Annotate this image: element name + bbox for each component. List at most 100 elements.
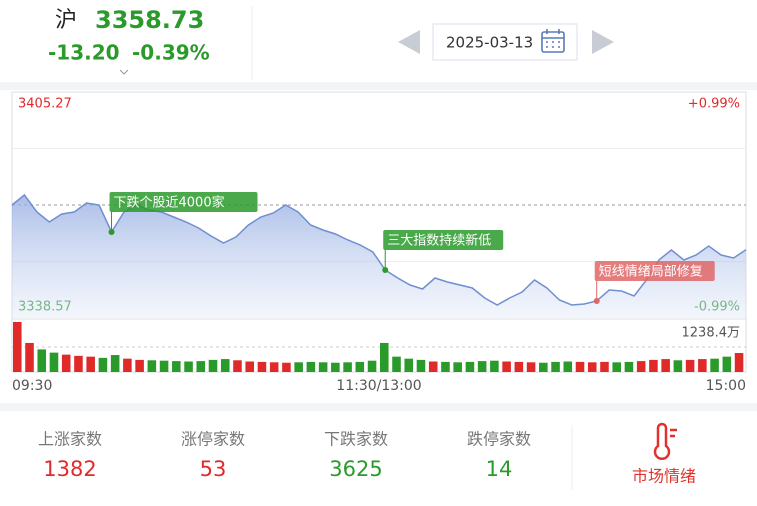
volume-bar xyxy=(220,359,230,372)
separator xyxy=(0,403,757,411)
stat-label: 涨停家数 xyxy=(181,430,245,449)
volume-bar xyxy=(575,361,585,372)
volume-bar xyxy=(734,353,744,372)
stat-value: 53 xyxy=(200,457,227,481)
volume-max-label: 1238.4万 xyxy=(682,326,741,341)
volume-bar xyxy=(392,356,401,372)
volume-bar xyxy=(404,358,414,372)
volume-bar xyxy=(649,359,658,372)
volume-bar xyxy=(233,360,242,372)
volume-bar xyxy=(306,361,316,372)
volume-bar xyxy=(135,359,144,372)
volume-bar xyxy=(196,361,206,372)
volume-bar xyxy=(441,361,450,372)
volume-bar xyxy=(13,322,22,372)
pct-label: +0.99% xyxy=(688,97,740,112)
volume-bar xyxy=(612,362,621,372)
volume-bar xyxy=(61,354,71,372)
annotation-box xyxy=(109,192,258,213)
volume-bar xyxy=(269,362,279,372)
volume-bar xyxy=(624,361,634,372)
volume-bar xyxy=(698,359,707,372)
volume-bar xyxy=(722,356,732,372)
volume-bar xyxy=(587,362,597,372)
volume-bar xyxy=(123,358,132,372)
volume-bar xyxy=(49,352,59,372)
separator xyxy=(0,82,757,90)
volume-bar xyxy=(159,360,169,372)
volume-bar xyxy=(685,359,695,372)
annotation-dot xyxy=(593,297,600,304)
volume-bar xyxy=(477,361,487,372)
expand-icon[interactable] xyxy=(119,69,129,75)
stat-label: 下跌家数 xyxy=(324,430,388,449)
volume-bar xyxy=(710,358,719,372)
index-price: 3358.73 xyxy=(95,6,204,34)
time-label: 15:00 xyxy=(706,378,746,394)
volume-bar xyxy=(147,360,157,372)
volume-bar xyxy=(600,361,609,372)
volume-bar xyxy=(74,355,83,372)
volume-bar xyxy=(86,356,95,372)
volume-bar xyxy=(490,360,499,372)
stat-label: 跌停家数 xyxy=(467,430,531,449)
chart: 3338.573405.27-0.99%+0.99%下跌个股近4000家三大指数… xyxy=(11,97,747,394)
prev-day[interactable] xyxy=(398,30,420,54)
volume-bar xyxy=(502,361,511,372)
volume-bar xyxy=(294,362,303,372)
annotation-box xyxy=(383,229,504,250)
volume-bar xyxy=(563,361,573,372)
stat-value: 3625 xyxy=(329,457,382,481)
calendar-icon xyxy=(541,29,565,53)
time-label: 11:30/13:00 xyxy=(336,378,421,394)
time-label: 09:30 xyxy=(12,378,52,394)
volume-bar xyxy=(184,361,193,372)
annotation-box xyxy=(594,260,715,281)
volume-bar xyxy=(110,355,120,372)
volume-bar xyxy=(539,362,548,372)
volume-bar xyxy=(98,357,108,372)
annotation-dot xyxy=(382,266,389,273)
volume-bar xyxy=(367,360,377,372)
volume-bar xyxy=(661,359,670,372)
volume-bar xyxy=(416,359,426,372)
thermometer-icon xyxy=(653,422,677,460)
index-change: -13.20 xyxy=(48,41,120,65)
volume-bar xyxy=(673,360,683,372)
volume-bar xyxy=(465,361,475,372)
annotation-text: 三大指数持续新低 xyxy=(387,232,491,248)
volume-bar xyxy=(282,362,291,372)
price-area xyxy=(12,195,746,318)
volume-bar xyxy=(172,361,181,372)
volume-bar xyxy=(245,361,254,372)
date: 2025-03-13 xyxy=(446,34,533,52)
index-change-pct: -0.39% xyxy=(132,41,210,65)
stat-value: 1382 xyxy=(43,457,96,481)
volume-bar xyxy=(25,342,34,372)
market-name: 沪 xyxy=(55,8,77,33)
volume-bar xyxy=(551,361,560,372)
stats-row: 上涨家数 1382 涨停家数 53 下跌家数 3625 跌停家数 14 xyxy=(38,430,531,482)
y-axis-label: 3405.27 xyxy=(18,97,72,112)
annotation-text: 下跌个股近4000家 xyxy=(114,195,225,211)
volume-bar xyxy=(318,362,328,372)
volume-bar xyxy=(380,342,389,372)
volume-bar xyxy=(526,362,536,372)
volume-bar xyxy=(343,362,352,372)
volume-bar xyxy=(636,361,646,372)
volume-bar xyxy=(37,349,47,372)
sentiment-label[interactable]: 市场情绪 xyxy=(632,467,696,486)
annotation-dot xyxy=(108,229,115,236)
volume-bar xyxy=(257,361,267,372)
stat-label: 上涨家数 xyxy=(38,430,102,449)
volume-bar xyxy=(355,361,365,372)
volume-bar xyxy=(428,361,438,372)
volume-bar xyxy=(514,361,524,372)
volume-bar xyxy=(208,359,218,372)
volume-bar xyxy=(453,362,462,372)
stat-value: 14 xyxy=(486,457,513,481)
next-day[interactable] xyxy=(592,30,614,54)
annotation-text: 短线情绪局部修复 xyxy=(599,264,703,279)
